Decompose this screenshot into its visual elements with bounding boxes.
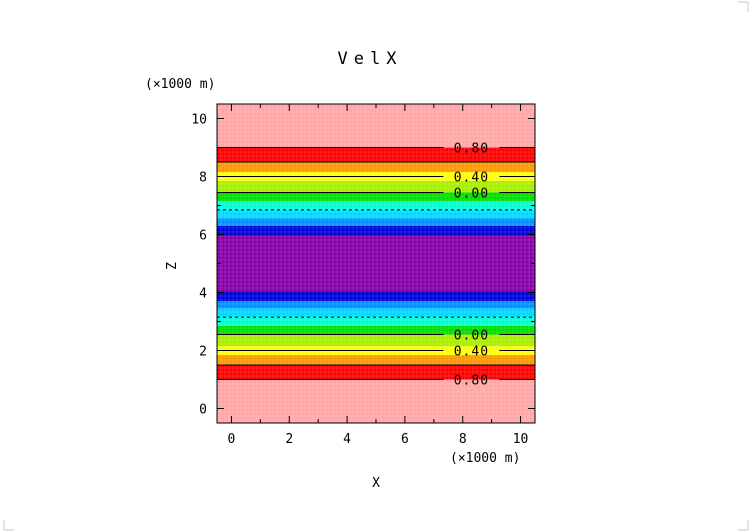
contour-label-9: 0.80 bbox=[454, 142, 489, 157]
band-18 bbox=[217, 162, 535, 173]
band-4 bbox=[217, 334, 535, 347]
fine-mesh bbox=[217, 104, 535, 423]
x-tick-label-2: 4 bbox=[343, 432, 351, 447]
x-tick-label-1: 2 bbox=[285, 432, 293, 447]
contour-label-6: 0.00 bbox=[454, 186, 489, 201]
x-tick-label-4: 8 bbox=[459, 432, 467, 447]
chart-title: VelX bbox=[338, 49, 403, 69]
contour-label-7: 0.40 bbox=[454, 171, 489, 186]
x-axis-ticks: 0 2 4 6 8 10 bbox=[228, 104, 529, 447]
band-20 bbox=[217, 104, 535, 148]
band-1 bbox=[217, 365, 535, 380]
x-tick-label-5: 10 bbox=[513, 432, 529, 447]
band-2 bbox=[217, 354, 535, 365]
velocity-bands bbox=[217, 104, 535, 423]
y-tick-label-4: 8 bbox=[199, 171, 207, 186]
x-unit-label: (×1000 m) bbox=[450, 451, 520, 466]
band-19 bbox=[217, 147, 535, 162]
contour-label-2: 0.40 bbox=[454, 345, 489, 360]
x-tick-label-0: 0 bbox=[228, 432, 236, 447]
band-5 bbox=[217, 325, 535, 335]
x-axis-label: X bbox=[372, 476, 380, 491]
x-tick-label-3: 6 bbox=[401, 432, 409, 447]
band-8 bbox=[217, 301, 535, 309]
band-14 bbox=[217, 201, 535, 210]
contour-label-3: 0.00 bbox=[454, 329, 489, 344]
band-0 bbox=[217, 379, 535, 423]
y-tick-label-2: 4 bbox=[199, 287, 207, 302]
band-13 bbox=[217, 209, 535, 219]
band-16 bbox=[217, 180, 535, 193]
contour-label-0: 0.80 bbox=[454, 374, 489, 389]
y-tick-label-1: 2 bbox=[199, 345, 207, 360]
y-tick-label-3: 6 bbox=[199, 229, 207, 244]
y-unit-label: (×1000 m) bbox=[145, 77, 215, 92]
band-15 bbox=[217, 192, 535, 202]
y-axis-ticks: 0 2 4 6 8 10 bbox=[191, 113, 535, 418]
band-12 bbox=[217, 218, 535, 226]
y-axis-label: Z bbox=[165, 262, 180, 270]
band-11 bbox=[217, 225, 535, 236]
band-7 bbox=[217, 308, 535, 318]
band-6 bbox=[217, 317, 535, 326]
band-9 bbox=[217, 291, 535, 302]
band-10 bbox=[217, 235, 535, 292]
page-corner-marks bbox=[3, 1, 749, 531]
y-tick-label-5: 10 bbox=[191, 113, 207, 128]
y-tick-label-0: 0 bbox=[199, 403, 207, 418]
